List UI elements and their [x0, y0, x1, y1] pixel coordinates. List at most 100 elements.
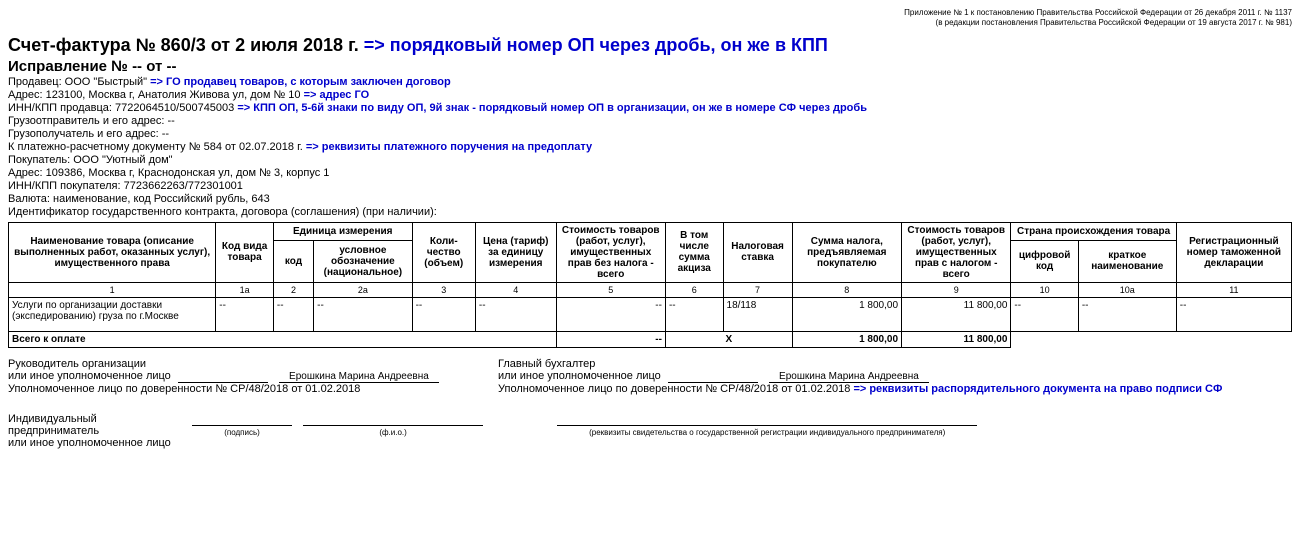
shipper-line: Грузоотправитель и его адрес: -- — [8, 115, 1292, 127]
sign-line-1 — [178, 371, 268, 383]
header-row-1: Наименование товара (описание выполненны… — [9, 222, 1292, 240]
cn-3: 3 — [412, 282, 475, 297]
address-note: => адрес ГО — [304, 89, 370, 101]
cn-2a: 2а — [314, 282, 412, 297]
th-country-group: Страна происхождения товара — [1011, 222, 1176, 240]
address-line: Адрес: 123100, Москва г, Анатолия Живова… — [8, 89, 1292, 101]
cn-8: 8 — [792, 282, 901, 297]
or-auth-1: или иное уполномоченное лицо — [8, 370, 171, 382]
th-cost-notax: Стоимость товаров (работ, услуг), имущес… — [556, 222, 665, 282]
invoice-title: Счет-фактура № 860/3 от 2 июля 2018 г. =… — [8, 35, 1292, 56]
cell-name: Услуги по организации доставки (экспедир… — [9, 297, 216, 331]
seller-note: => ГО продавец товаров, с которым заключ… — [150, 76, 451, 88]
title-main: Счет-фактура № 860/3 от 2 июля 2018 г. — [8, 35, 359, 55]
inn-text: ИНН/КПП продавца: 7722064510/500745003 — [8, 102, 234, 114]
th-price: Цена (тариф) за единицу измерения — [475, 222, 556, 282]
cn-9: 9 — [902, 282, 1011, 297]
payment-note: => реквизиты платежного поручения на пре… — [306, 141, 592, 153]
th-cost-tax: Стоимость товаров (работ, услуг), имущес… — [902, 222, 1011, 282]
cn-10: 10 — [1011, 282, 1078, 297]
th-unit-name: условное обозначение (национальное) — [314, 240, 412, 282]
cell-2a: -- — [314, 297, 412, 331]
proxy-note: => реквизиты распорядительного документа… — [853, 383, 1222, 395]
currency-line: Валюта: наименование, код Российский руб… — [8, 193, 1292, 205]
th-country-name: краткое наименование — [1078, 240, 1176, 282]
address-text: Адрес: 123100, Москва г, Анатолия Живова… — [8, 89, 301, 101]
th-kind: Код вида товара — [216, 222, 274, 282]
payment-line: К платежно-расчетному документу № 584 от… — [8, 141, 1292, 153]
th-rate: Налоговая ставка — [723, 222, 792, 282]
cap-fio: (ф.и.о.) — [299, 428, 487, 437]
consignee-line: Грузополучатель и его адрес: -- — [8, 128, 1292, 140]
cn-6: 6 — [665, 282, 723, 297]
th-unit-group: Единица измерения — [273, 222, 412, 240]
invoice-table: Наименование товара (описание выполненны… — [8, 222, 1292, 348]
legal-line1: Приложение № 1 к постановлению Правитель… — [8, 8, 1292, 18]
cap-reg: (реквизиты свидетельства о государственн… — [553, 428, 981, 437]
ip-fio-line — [303, 414, 483, 426]
cell-8: 1 800,00 — [792, 297, 901, 331]
cn-10a: 10а — [1078, 282, 1176, 297]
cell-5: -- — [556, 297, 665, 331]
cn-1a: 1а — [216, 282, 274, 297]
cell-11: -- — [1176, 297, 1291, 331]
name-2: Ерошкина Марина Андреевна — [769, 371, 929, 383]
colnum-row: 1 1а 2 2а 3 4 5 6 7 8 9 10 10а 11 — [9, 282, 1292, 297]
th-customs: Регистрационный номер таможенной деклара… — [1176, 222, 1291, 282]
cn-7: 7 — [723, 282, 792, 297]
cell-7: 18/118 — [723, 297, 792, 331]
cn-11: 11 — [1176, 282, 1291, 297]
cell-2: -- — [273, 297, 313, 331]
cell-10a: -- — [1078, 297, 1176, 331]
th-unit-code: код — [273, 240, 313, 282]
th-excise: В том числе сумма акциза — [665, 222, 723, 282]
contract-id-line: Идентификатор государственного контракта… — [8, 206, 1292, 218]
th-qty: Коли-чество (объем) — [412, 222, 475, 282]
proxy-2: Уполномоченное лицо по доверенности № СР… — [498, 383, 850, 395]
total-8: 1 800,00 — [792, 331, 901, 347]
proxy-1: Уполномоченное лицо по доверенности № СР… — [8, 383, 498, 395]
head-label: Руководитель организации — [8, 358, 498, 370]
total-row: Всего к оплате -- X 1 800,00 11 800,00 — [9, 331, 1292, 347]
inn-note: => КПП ОП, 5-6й знаки по виду ОП, 9й зна… — [237, 102, 867, 114]
table-row: Услуги по организации доставки (экспедир… — [9, 297, 1292, 331]
title-note: => порядковый номер ОП через дробь, он ж… — [364, 35, 828, 55]
cell-6: -- — [665, 297, 723, 331]
total-x: X — [665, 331, 792, 347]
seller-text: Продавец: ООО "Быстрый" — [8, 76, 147, 88]
cn-1: 1 — [9, 282, 216, 297]
th-country-code: цифровой код — [1011, 240, 1078, 282]
or-auth-3: или иное уполномоченное лицо — [8, 437, 188, 449]
ip-reg-line — [557, 414, 977, 426]
cn-5: 5 — [556, 282, 665, 297]
correction-line: Исправление № -- от -- — [8, 58, 1292, 75]
buyer-inn-line: ИНН/КПП покупателя: 7723662263/772301001 — [8, 180, 1292, 192]
name-1: Ерошкина Марина Андреевна — [279, 371, 439, 383]
cn-2: 2 — [273, 282, 313, 297]
th-name: Наименование товара (описание выполненны… — [9, 222, 216, 282]
cell-3: -- — [412, 297, 475, 331]
cell-9: 11 800,00 — [902, 297, 1011, 331]
legal-notice: Приложение № 1 к постановлению Правитель… — [8, 8, 1292, 29]
total-5: -- — [556, 331, 665, 347]
seller-line: Продавец: ООО "Быстрый" => ГО продавец т… — [8, 76, 1292, 88]
total-9: 11 800,00 — [902, 331, 1011, 347]
payment-text: К платежно-расчетному документу № 584 от… — [8, 141, 303, 153]
cell-4: -- — [475, 297, 556, 331]
chief-acc: Главный бухгалтер — [498, 358, 1288, 370]
ip-label: Индивидуальный предприниматель — [8, 413, 188, 437]
buyer-line: Покупатель: ООО "Уютный дом" — [8, 154, 1292, 166]
cn-4: 4 — [475, 282, 556, 297]
buyer-addr-line: Адрес: 109386, Москва г, Краснодонская у… — [8, 167, 1292, 179]
th-tax: Сумма налога, предъявляемая покупателю — [792, 222, 901, 282]
cell-10: -- — [1011, 297, 1078, 331]
legal-line2: (в редакции постановления Правительства … — [8, 18, 1292, 28]
total-blank — [1011, 331, 1292, 347]
or-auth-2: или иное уполномоченное лицо — [498, 370, 661, 382]
total-label: Всего к оплате — [9, 331, 557, 347]
signatures: Руководитель организации или иное уполно… — [8, 358, 1292, 449]
cell-1a: -- — [216, 297, 274, 331]
sign-line-2 — [668, 371, 758, 383]
ip-sign-line — [192, 414, 292, 426]
inn-line: ИНН/КПП продавца: 7722064510/500745003 =… — [8, 102, 1292, 114]
